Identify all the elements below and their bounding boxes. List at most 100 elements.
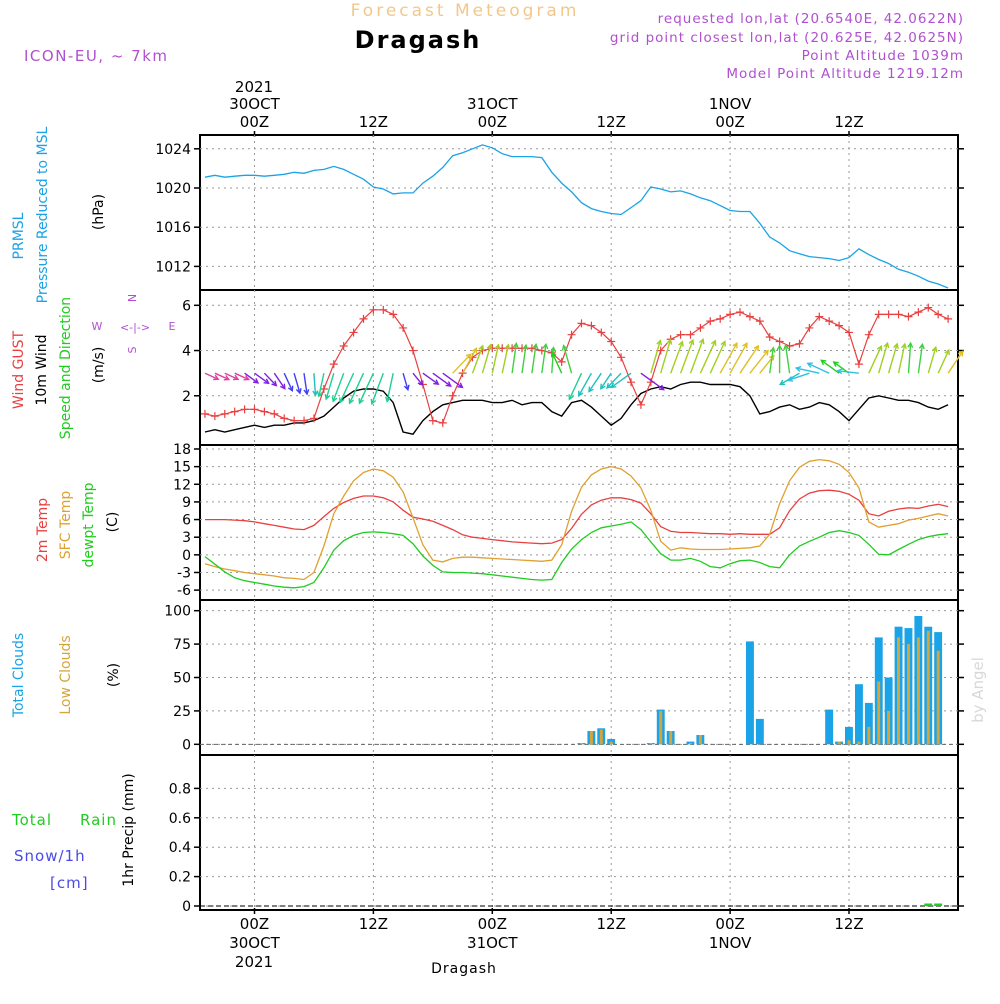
rain-bar	[924, 903, 933, 906]
wind-arrow-head	[832, 361, 839, 367]
wind-direction-arrow	[402, 373, 409, 390]
wind-gust-marker	[359, 314, 368, 323]
wind-direction-arrow	[263, 372, 277, 387]
wind-direction-arrow	[371, 372, 384, 405]
clouds-ylabel: (%)	[106, 663, 122, 687]
credit-label: by Angel	[969, 657, 987, 723]
wind-direction-arrow	[461, 348, 478, 374]
wind-arrow-head	[550, 346, 557, 353]
wind-gust-marker	[428, 416, 437, 425]
wind-gust-marker	[339, 342, 348, 351]
wind-direction-arrow	[640, 372, 665, 391]
wind-gust-marker	[240, 405, 249, 414]
total-clouds-bar	[845, 726, 853, 745]
low-clouds-bar	[580, 743, 583, 745]
wind-gust-marker	[894, 310, 903, 319]
precip-cm-label: [cm]	[50, 874, 89, 892]
wind-direction-arrow	[897, 343, 906, 374]
top-time-tick: 00Z	[478, 113, 507, 131]
wind-gust-marker	[438, 418, 447, 427]
wind-arrow-head	[532, 342, 539, 350]
low-clouds-bar	[847, 740, 851, 745]
wind-direction-arrow	[521, 345, 527, 374]
wind-arrow-head	[303, 389, 310, 396]
wind-direction-arrow	[471, 345, 484, 374]
compass-w: W	[92, 320, 103, 333]
bottom-time-tick: 12Z	[359, 915, 388, 933]
point-altitude: Point Altitude 1039m	[802, 48, 964, 64]
top-time-tick: 12Z	[597, 113, 626, 131]
wind-direction-arrow	[588, 372, 602, 392]
wind-arrow-head	[271, 380, 278, 387]
wind-arrow-head	[263, 378, 270, 385]
wind-gust-marker	[250, 405, 259, 414]
wind-arrow-head	[944, 348, 950, 356]
wind-direction-arrow	[293, 373, 301, 394]
wind-direction-arrow	[303, 373, 308, 395]
total-clouds-bar	[686, 741, 695, 745]
wind-direction-arrow	[878, 342, 889, 374]
model-label: ICON-EU, ~ 7km	[24, 47, 169, 65]
wind-arrow-head	[512, 341, 519, 349]
forecast-title: Forecast Meteogram	[351, 1, 580, 21]
compass-e: E	[169, 320, 176, 333]
wind-gust-marker	[587, 321, 596, 330]
y-tick-label: 15	[173, 460, 191, 476]
precip-rain-label: Rain	[80, 811, 117, 829]
wind-direction-arrow	[689, 339, 704, 374]
wind-arrow-head	[732, 342, 738, 349]
wind-direction-arrow	[204, 372, 219, 380]
y-tick-label: 0.6	[169, 811, 191, 827]
low-clouds-bar	[698, 735, 702, 745]
wind-gust-marker	[736, 308, 745, 317]
wind-arrow-head	[339, 397, 345, 404]
grid-point-coords: grid point closest lon,lat (20.625E, 42.…	[610, 30, 964, 46]
wind-arrow-head	[312, 390, 319, 397]
top-date-label: 30OCT	[229, 95, 280, 113]
wind-arrow-head	[542, 342, 549, 350]
wind-arrow-head	[243, 375, 250, 381]
pressure-title-line1: PRMSL	[11, 212, 27, 259]
wind-arrow-head	[768, 354, 775, 361]
wind-gust-marker	[518, 344, 527, 353]
wind-gust-marker	[597, 328, 606, 337]
wind-arrow-head	[753, 344, 760, 351]
wind-direction-arrow	[273, 372, 286, 390]
wind-direction-arrow	[348, 372, 365, 404]
low-clouds-title: Low Clouds	[58, 635, 74, 714]
wind-arrow-head	[433, 379, 440, 386]
wind-gust-marker	[934, 310, 943, 319]
temp-sfc-line	[204, 458, 949, 581]
total-clouds-title: Total Clouds	[11, 633, 27, 718]
wind-direction-arrow	[442, 372, 463, 388]
bottom-year-label: 2021	[235, 953, 273, 971]
wind-direction-arrow	[452, 353, 472, 374]
wind-arrow-head	[658, 384, 665, 391]
compass-n: N	[126, 294, 139, 302]
wind-arrow-head	[688, 338, 695, 346]
wind-arrow-head	[316, 391, 323, 398]
wind-direction-arrow	[868, 345, 882, 374]
low-clouds-bar	[669, 731, 673, 745]
wind-arrow-head	[957, 350, 964, 357]
y-tick-label: 50	[173, 671, 191, 687]
temp-2m-title: 2m Temp	[35, 498, 51, 562]
y-tick-label: 0.4	[169, 840, 191, 856]
wind-direction-arrow	[600, 372, 612, 390]
y-tick-label: 0	[182, 899, 191, 915]
wind-direction-arrow	[807, 362, 830, 374]
pressure-title-line2: Pressure Reduced to MSL	[35, 126, 51, 303]
wind-direction-arrow	[719, 342, 738, 374]
low-clouds-bar	[916, 637, 920, 745]
wind-gust-marker	[686, 330, 695, 339]
wind-speed-dir-title: Speed and Direction	[58, 297, 74, 439]
wind-gust-marker	[300, 416, 309, 425]
location-title: Dragash	[355, 26, 482, 54]
wind-arrow-head	[720, 340, 726, 347]
wind-direction-arrow	[947, 351, 964, 374]
wind-direction-arrow	[699, 340, 716, 374]
wind-direction-arrow	[283, 372, 293, 391]
wind-direction-arrow	[318, 373, 325, 397]
wind-direction-arrow	[244, 372, 259, 384]
wind-arrow-head	[551, 351, 557, 358]
